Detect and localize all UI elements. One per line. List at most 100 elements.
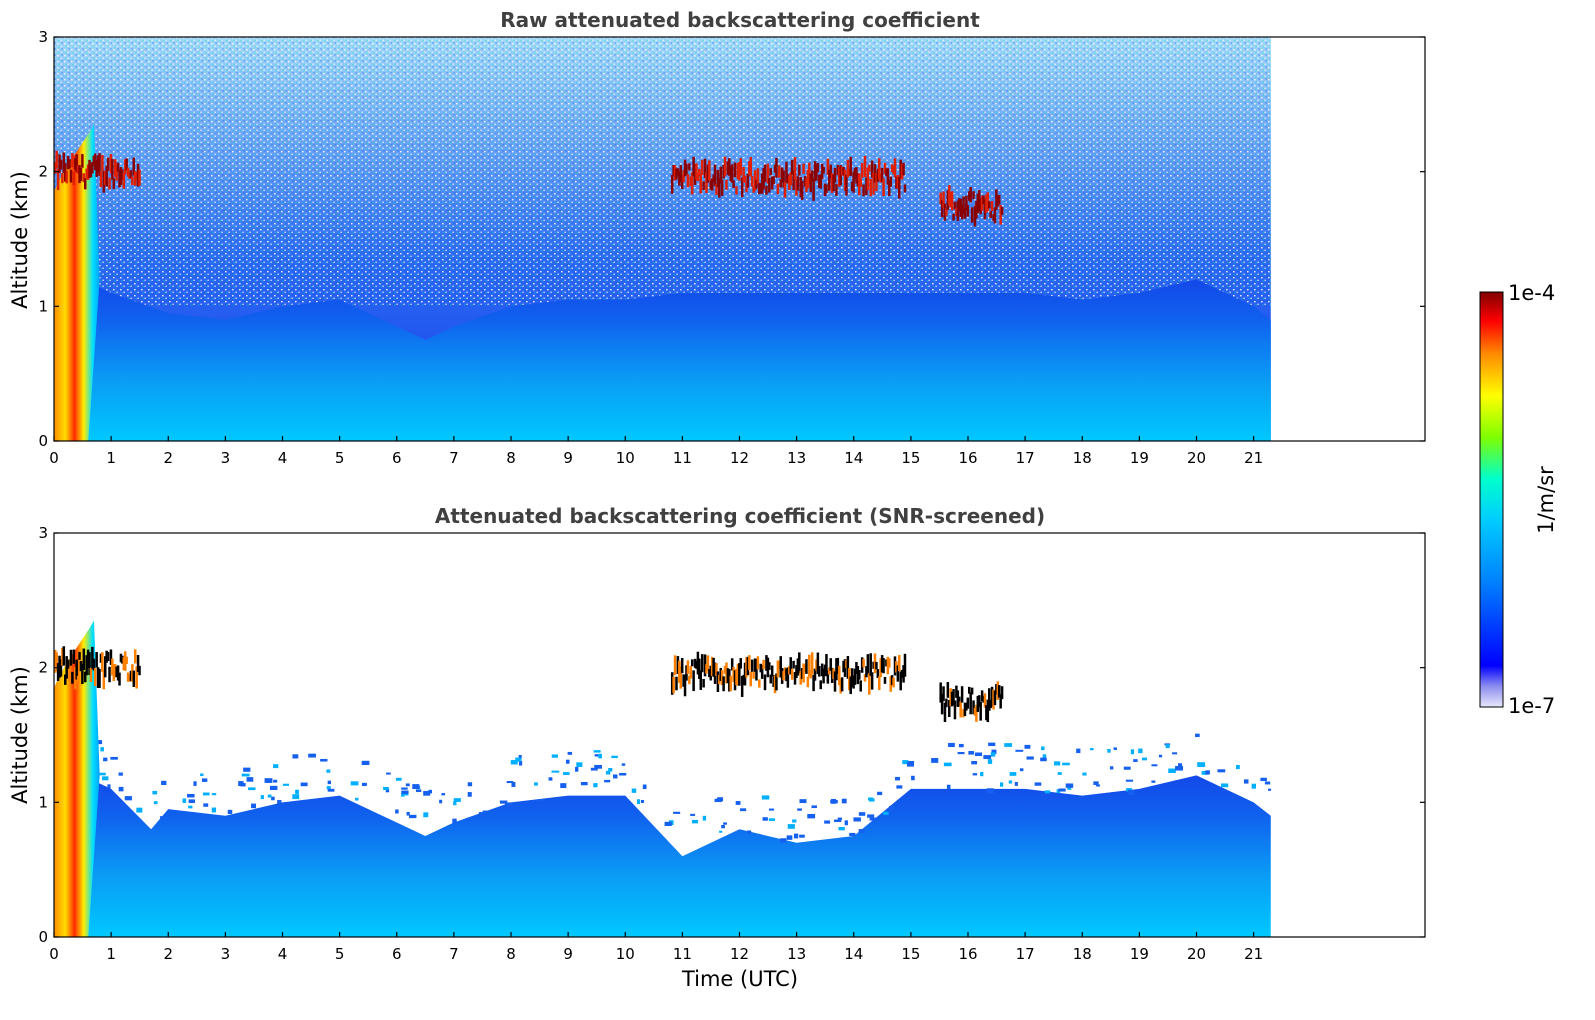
cloud-mark (883, 676, 887, 684)
cloud-mark (95, 652, 98, 668)
echo-fleck (395, 777, 402, 781)
echo-fleck (107, 784, 111, 789)
cloud-mark (113, 159, 117, 178)
cloud-mark (746, 173, 750, 188)
echo-fleck (271, 796, 275, 801)
echo-fleck (188, 799, 195, 804)
cloud-mark (118, 672, 121, 686)
echo-fleck (401, 793, 405, 797)
cloud-mark (133, 171, 137, 186)
echo-fleck (563, 772, 570, 776)
panel-title: Raw attenuated backscattering coefficien… (500, 8, 980, 32)
cloud-mark (845, 174, 848, 196)
x-tick-label: 2 (163, 945, 173, 963)
cloud-mark (808, 654, 811, 677)
cloud-mark (69, 169, 73, 183)
x-tick-label: 0 (49, 945, 59, 963)
echo-fleck (824, 820, 831, 824)
echo-fleck (246, 777, 254, 782)
echo-fleck (243, 767, 251, 772)
cloud-mark (129, 170, 133, 179)
echo-fleck (830, 799, 838, 804)
echo-fleck (282, 783, 290, 786)
echo-fleck (251, 803, 256, 809)
boundary-layer (54, 265, 1271, 441)
cloud-mark (952, 213, 955, 221)
cloud-mark (939, 192, 942, 205)
echo-fleck (811, 805, 817, 809)
echo-fleck (159, 816, 164, 819)
echo-fleck (567, 751, 573, 755)
cloud-mark (845, 659, 848, 668)
cloud-mark (678, 171, 681, 186)
echo-fleck (807, 813, 816, 819)
echo-fleck (1107, 749, 1111, 753)
cloud-mark (68, 668, 71, 681)
cloud-mark (956, 200, 960, 221)
echo-fleck (799, 799, 807, 804)
echo-fleck (1008, 780, 1013, 784)
echo-fleck (1034, 782, 1042, 786)
cloud-mark (132, 670, 136, 687)
cloud-mark (962, 708, 965, 718)
cloud-mark (705, 664, 708, 674)
echo-fleck (1062, 762, 1070, 766)
cloud-mark (770, 665, 774, 677)
cloud-mark (832, 174, 835, 192)
cloud-mark (802, 163, 805, 174)
cloud-mark (793, 671, 797, 685)
cloud-mark (696, 172, 700, 182)
cloud-mark (778, 660, 781, 670)
cloud-mark (738, 162, 741, 181)
cloud-mark (705, 172, 708, 193)
cloud-mark (868, 673, 871, 695)
cloud-mark (109, 153, 113, 174)
cloud-mark (54, 162, 57, 174)
cloud-mark (121, 655, 124, 664)
cloud-mark (679, 666, 683, 689)
echo-fleck (786, 835, 793, 840)
cloud-mark (715, 663, 718, 676)
x-tick-label: 6 (392, 945, 402, 963)
x-tick-label: 10 (616, 945, 635, 963)
echo-fleck (858, 829, 865, 834)
echo-fleck (409, 814, 417, 819)
cloud-mark (776, 660, 780, 678)
cloud-mark (703, 158, 707, 179)
echo-fleck (719, 830, 723, 833)
cloud-mark (65, 170, 68, 184)
cloud-mark (945, 698, 948, 708)
cloud-mark (806, 169, 810, 189)
cloud-mark (749, 671, 752, 687)
echo-fleck (613, 774, 618, 779)
cloud-mark (745, 657, 748, 678)
cloud-mark (853, 168, 857, 179)
echo-fleck (844, 820, 848, 826)
cloud-mark (960, 686, 964, 703)
echo-fleck (300, 782, 308, 787)
cloud-mark (722, 164, 725, 179)
cloud-mark (62, 152, 66, 173)
cloud-mark (768, 662, 771, 670)
echo-fleck (1096, 784, 1100, 787)
echo-fleck (412, 784, 420, 789)
cloud-mark (900, 669, 904, 678)
echo-fleck (1024, 744, 1031, 749)
echo-fleck (560, 783, 567, 789)
cloud-mark (939, 682, 942, 703)
cloud-mark (111, 159, 114, 180)
cloud-mark (735, 668, 738, 686)
echo-fleck (834, 819, 842, 823)
echo-fleck (423, 812, 429, 818)
echo-fleck (1125, 779, 1134, 782)
cloud-mark (795, 179, 798, 196)
cloud-mark (728, 669, 731, 692)
echo-fleck (895, 776, 900, 781)
cloud-mark (856, 173, 860, 187)
cloud-mark (987, 201, 991, 209)
cloud-mark (723, 156, 727, 177)
cloud-mark (962, 196, 965, 215)
cloud-mark (719, 667, 723, 682)
cloud-mark (880, 167, 884, 183)
cloud-mark (859, 178, 862, 187)
